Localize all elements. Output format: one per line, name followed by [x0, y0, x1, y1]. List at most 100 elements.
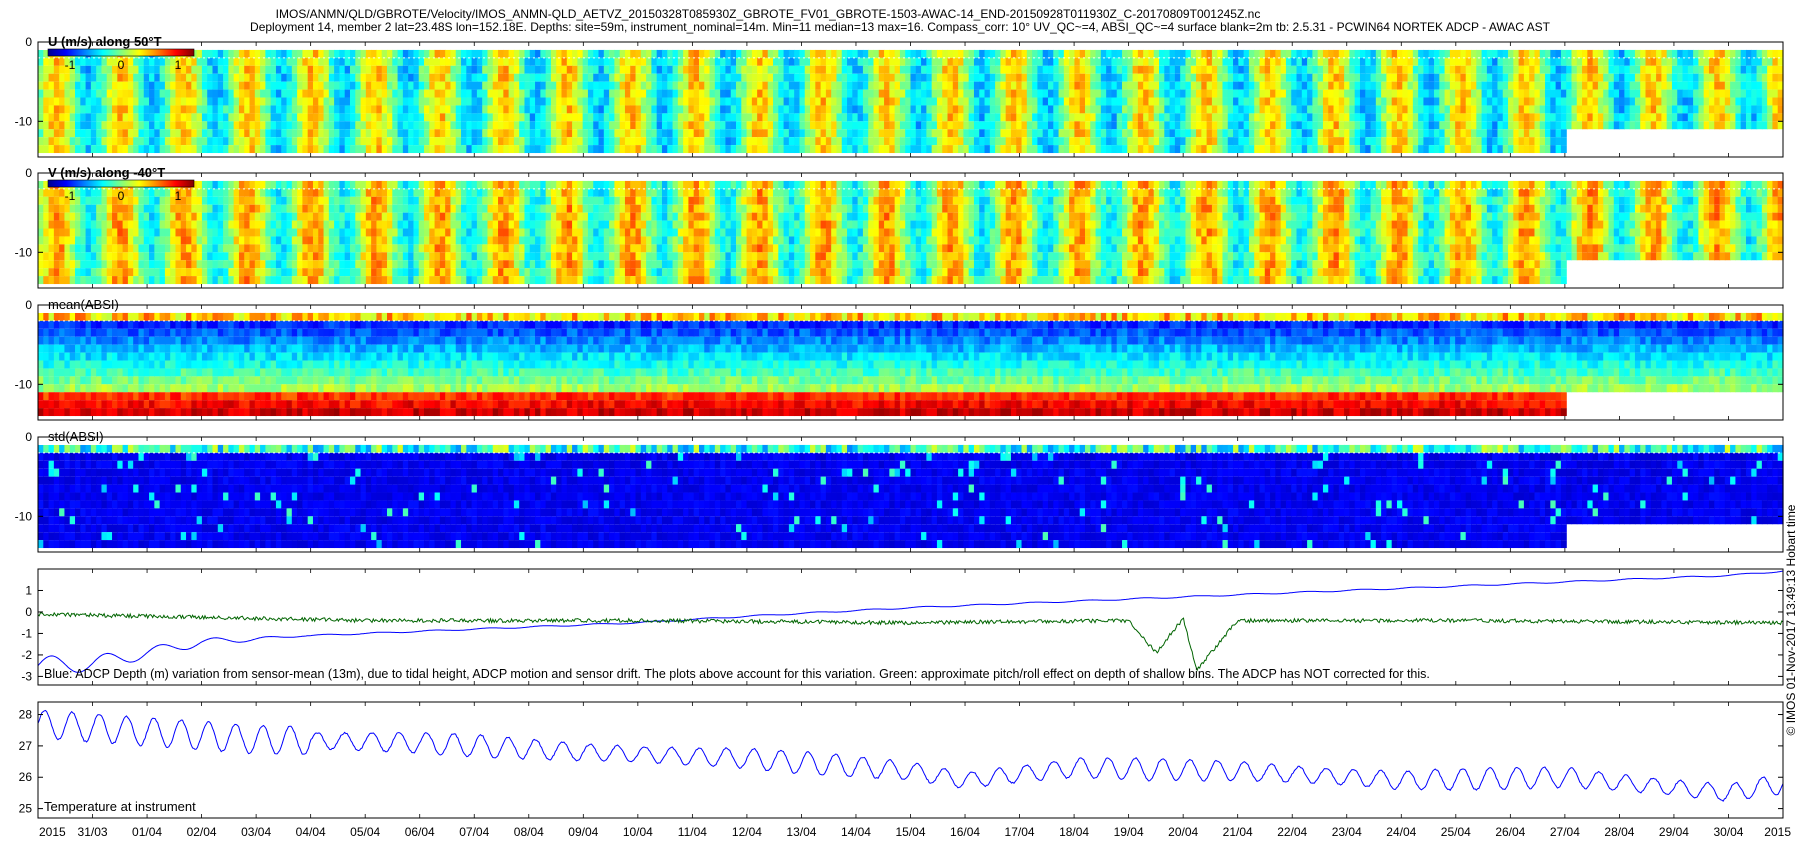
- heatmap-cell: [244, 145, 251, 154]
- heatmap-cell: [1777, 49, 1784, 58]
- heatmap-cell: [561, 121, 568, 130]
- heatmap-cell: [1396, 89, 1403, 98]
- heatmap-cell: [1386, 89, 1393, 98]
- heatmap-cell: [810, 137, 816, 146]
- heatmap-cell: [64, 244, 71, 253]
- heatmap-cell: [1227, 89, 1234, 98]
- heatmap-cell: [291, 49, 298, 58]
- heatmap-cell: [1264, 73, 1271, 82]
- heatmap-cell: [1597, 65, 1604, 74]
- heatmap-cell: [106, 228, 113, 237]
- heatmap-cell: [223, 188, 229, 197]
- heatmap-cell: [286, 252, 293, 261]
- heatmap-cell: [96, 121, 103, 130]
- heatmap-cell: [328, 260, 335, 269]
- heatmap-cell: [180, 196, 187, 205]
- heatmap-cell: [720, 57, 727, 66]
- heatmap-cell: [1513, 105, 1520, 114]
- heatmap-cell: [80, 137, 87, 146]
- heatmap-cell: [471, 113, 478, 122]
- heatmap-cell: [810, 145, 816, 154]
- heatmap-cell: [1159, 137, 1165, 146]
- heatmap-cell: [1465, 89, 1472, 98]
- heatmap-cell: [524, 57, 531, 66]
- heatmap-cell: [1047, 89, 1054, 98]
- heatmap-cell: [429, 65, 436, 74]
- heatmap-cell: [228, 276, 235, 285]
- heatmap-cell: [387, 97, 393, 106]
- heatmap-cell: [1264, 97, 1271, 106]
- heatmap-cell: [693, 89, 700, 98]
- heatmap-cell: [942, 137, 949, 146]
- heatmap-cell: [852, 73, 859, 82]
- heatmap-cell: [1026, 65, 1033, 74]
- heatmap-cell: [1354, 145, 1361, 154]
- heatmap-cell: [942, 145, 949, 154]
- heatmap-cell: [186, 220, 192, 229]
- heatmap-cell: [281, 180, 288, 189]
- heatmap-cell: [1745, 81, 1752, 90]
- heatmap-cell: [149, 244, 155, 253]
- heatmap-cell: [1032, 49, 1039, 58]
- heatmap-cell: [90, 260, 97, 269]
- heatmap-cell: [1243, 97, 1250, 106]
- heatmap-cell: [635, 81, 642, 90]
- heatmap-cell: [1714, 89, 1721, 98]
- heatmap-cell: [1143, 57, 1150, 66]
- heatmap-cell: [1344, 113, 1350, 122]
- heatmap-cell: [1724, 113, 1731, 122]
- heatmap-cell: [159, 228, 166, 237]
- heatmap-cell: [96, 196, 103, 205]
- heatmap-cell: [984, 81, 991, 90]
- heatmap-cell: [1291, 97, 1298, 106]
- heatmap-cell: [249, 65, 256, 74]
- heatmap-cell: [450, 137, 457, 146]
- heatmap-cell: [1772, 89, 1779, 98]
- heatmap-cell: [1370, 113, 1377, 122]
- heatmap-cell: [1582, 105, 1588, 114]
- heatmap-cell: [804, 137, 811, 146]
- heatmap-cell: [921, 137, 927, 146]
- heatmap-cell: [138, 81, 145, 90]
- heatmap-cell: [989, 65, 996, 74]
- heatmap-cell: [899, 57, 906, 66]
- heatmap-cell: [101, 228, 108, 237]
- heatmap-cell: [1682, 105, 1689, 114]
- heatmap-cell: [1222, 121, 1229, 130]
- heatmap-cell: [281, 212, 288, 221]
- heatmap-cell: [466, 81, 473, 90]
- heatmap-cell: [730, 73, 737, 82]
- heatmap-cell: [1756, 97, 1763, 106]
- heatmap-cell: [312, 105, 319, 114]
- heatmap-cell: [698, 57, 705, 66]
- heatmap-cell: [884, 113, 890, 122]
- heatmap-cell: [1301, 145, 1308, 154]
- heatmap-cell: [53, 89, 60, 98]
- heatmap-cell: [387, 65, 393, 74]
- heatmap-cell: [85, 89, 92, 98]
- heatmap-cell: [1555, 129, 1562, 138]
- heatmap-cell: [1322, 121, 1329, 130]
- heatmap-cell: [1079, 121, 1086, 130]
- heatmap-cell: [445, 137, 452, 146]
- heatmap-cell: [714, 113, 721, 122]
- heatmap-cell: [371, 73, 378, 82]
- heatmap-cell: [1111, 137, 1118, 146]
- heatmap-cell: [529, 49, 536, 58]
- heatmap-cell: [905, 89, 912, 98]
- heatmap-cell: [868, 73, 875, 82]
- heatmap-cell: [688, 57, 695, 66]
- heatmap-cell: [334, 73, 341, 82]
- heatmap-cell: [1566, 121, 1573, 130]
- heatmap-cell: [159, 212, 166, 221]
- heatmap-cell: [1730, 49, 1737, 58]
- heatmap-cell: [1206, 145, 1213, 154]
- heatmap-cell: [69, 73, 76, 82]
- heatmap-cell: [328, 121, 335, 130]
- heatmap-cell: [910, 73, 917, 82]
- heatmap-cell: [1021, 121, 1028, 130]
- heatmap-cell: [1206, 129, 1213, 138]
- heatmap-cell: [577, 121, 584, 130]
- heatmap-cell: [1217, 57, 1224, 66]
- heatmap-cell: [69, 188, 76, 197]
